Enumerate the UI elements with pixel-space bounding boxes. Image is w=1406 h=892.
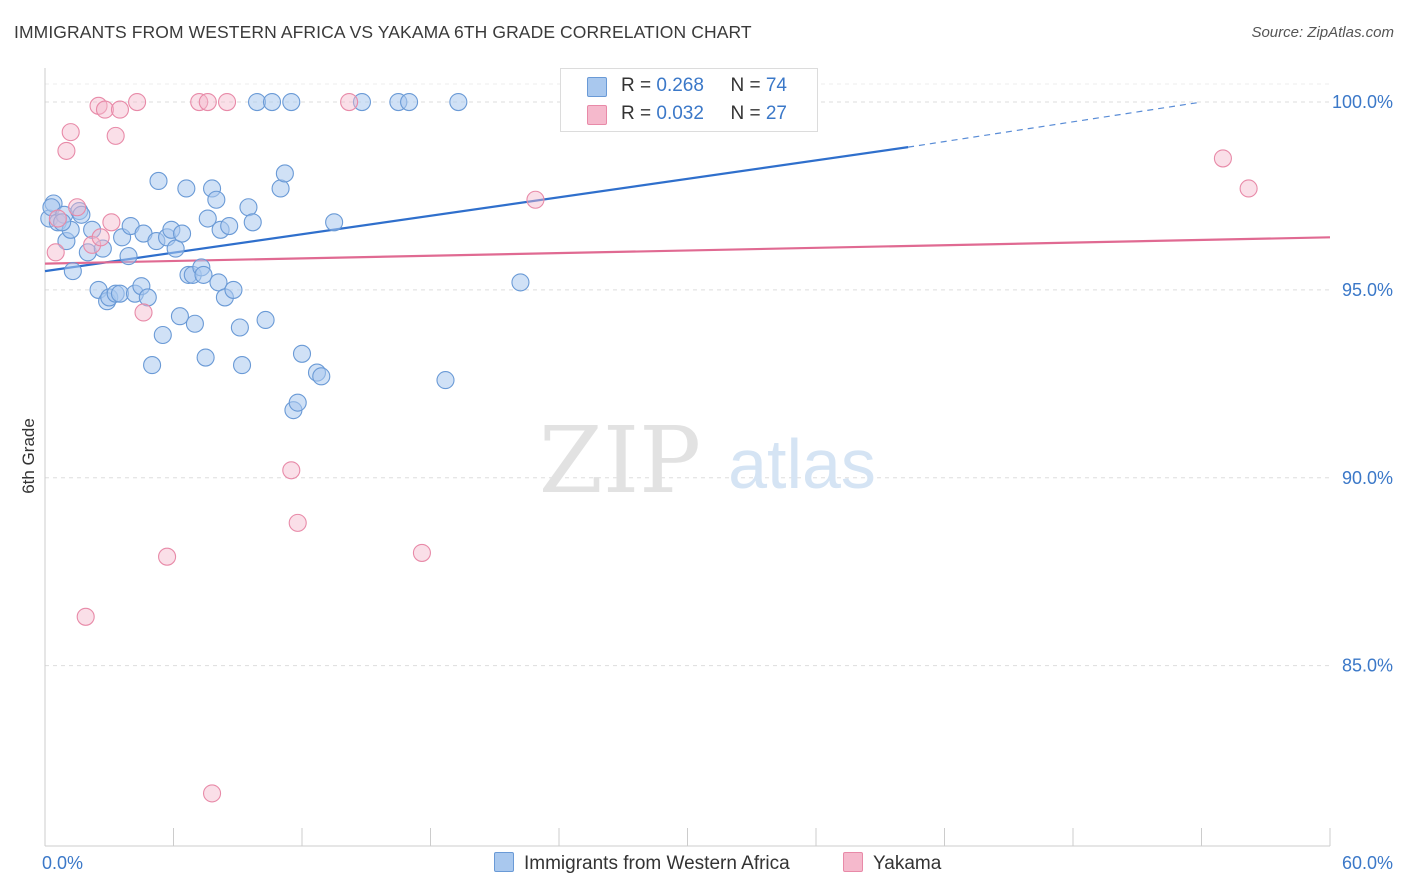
- point-western-africa: [232, 356, 252, 375]
- point-western-africa: [207, 190, 226, 209]
- point-yakama: [134, 303, 153, 322]
- legend-r-label: R =: [621, 75, 657, 96]
- series-name: Immigrants from Western Africa: [524, 853, 790, 874]
- point-yakama: [288, 513, 307, 532]
- legend-r-label: R =: [621, 103, 657, 124]
- legend-r-value: 0.032: [656, 103, 704, 124]
- trend-line-western-africa: [44, 146, 909, 273]
- point-yakama: [1239, 179, 1258, 198]
- legend-n-label: N =: [730, 103, 766, 124]
- point-western-africa: [196, 348, 215, 367]
- series-legend-yakama: Yakama: [843, 852, 941, 875]
- point-yakama: [217, 93, 237, 112]
- point-western-africa: [194, 265, 213, 284]
- x-tick-label-end: 60.0%: [1342, 853, 1393, 873]
- trend-line-extension: [908, 101, 1202, 148]
- point-western-africa: [262, 93, 282, 112]
- series-name: Yakama: [873, 853, 942, 874]
- point-western-africa: [352, 93, 372, 112]
- point-yakama: [340, 93, 359, 112]
- point-western-africa: [400, 93, 419, 112]
- data-points: [40, 93, 1258, 803]
- point-western-africa: [185, 314, 204, 333]
- point-western-africa: [138, 288, 157, 307]
- point-yakama: [102, 213, 121, 232]
- point-yakama: [203, 784, 222, 803]
- legend-n-value: 27: [765, 103, 787, 124]
- tick-labels: 85.0% 90.0% 95.0% 100.0% 0.0% 60.0%: [42, 92, 1393, 873]
- point-western-africa: [275, 164, 294, 183]
- trend-line-yakama: [44, 236, 1331, 265]
- point-western-africa: [143, 356, 162, 375]
- point-yakama: [1213, 149, 1232, 168]
- legend-n-label: N =: [730, 75, 766, 96]
- point-western-africa: [243, 213, 262, 232]
- point-western-africa: [436, 371, 455, 390]
- point-yakama: [158, 547, 177, 566]
- point-western-africa: [239, 198, 258, 217]
- point-western-africa: [119, 247, 138, 266]
- legend-swatch-blue: [587, 77, 607, 97]
- point-yakama: [95, 100, 115, 119]
- point-western-africa: [166, 239, 185, 258]
- y-tick-label: 100.0%: [1332, 92, 1393, 112]
- trend-lines: [44, 101, 1331, 273]
- point-western-africa: [209, 273, 228, 292]
- point-yakama: [57, 141, 76, 160]
- point-western-africa: [230, 318, 249, 337]
- legend-n-value: 74: [765, 75, 787, 96]
- point-yakama: [110, 100, 130, 119]
- series-legend-western-africa: Immigrants from Western Africa: [494, 852, 790, 875]
- point-yakama: [412, 543, 431, 562]
- stats-legend: R = 0.268 N = 74 R = 0.032 N = 27: [560, 68, 818, 132]
- point-western-africa: [325, 213, 344, 232]
- legend-swatch-pink: [587, 105, 607, 125]
- legend-swatch-blue: [494, 852, 514, 872]
- y-tick-label: 85.0%: [1342, 656, 1393, 676]
- point-western-africa: [288, 393, 307, 412]
- point-western-africa: [271, 179, 290, 198]
- point-western-africa: [153, 325, 172, 345]
- point-western-africa: [93, 239, 112, 258]
- source-credit: Source: ZipAtlas.com: [1251, 24, 1394, 41]
- legend-swatch-pink: [843, 852, 863, 872]
- point-yakama: [76, 607, 95, 626]
- point-western-africa: [511, 273, 530, 292]
- point-western-africa: [256, 310, 275, 330]
- axes: [44, 68, 1331, 847]
- y-tick-label: 95.0%: [1342, 280, 1393, 300]
- point-western-africa: [449, 93, 468, 112]
- legend-r-value: 0.268: [656, 75, 704, 96]
- x-tick-label-start: 0.0%: [42, 853, 83, 873]
- point-western-africa: [173, 224, 192, 243]
- point-western-africa: [224, 280, 243, 299]
- point-yakama: [68, 198, 87, 217]
- point-western-africa: [220, 216, 239, 236]
- y-tick-label: 90.0%: [1342, 468, 1393, 488]
- point-yakama: [526, 190, 545, 209]
- point-western-africa: [177, 179, 196, 198]
- point-western-africa: [292, 344, 312, 363]
- point-western-africa: [312, 367, 331, 386]
- point-western-africa: [170, 307, 189, 326]
- y-axis-label: 6th Grade: [19, 418, 38, 494]
- grid-lines: [45, 83, 1330, 667]
- point-western-africa: [198, 209, 217, 228]
- point-yakama: [61, 123, 80, 142]
- point-western-africa: [149, 171, 168, 191]
- watermark-atlas: atlas: [728, 425, 876, 503]
- point-yakama: [48, 209, 67, 228]
- watermark-zip: ZIP: [539, 407, 701, 514]
- point-yakama: [282, 461, 301, 480]
- point-western-africa: [282, 93, 301, 112]
- point-yakama: [91, 228, 110, 247]
- point-western-africa: [63, 262, 82, 281]
- point-yakama: [128, 93, 147, 112]
- point-yakama: [198, 93, 217, 112]
- point-yakama: [46, 243, 65, 262]
- point-yakama: [106, 126, 125, 145]
- watermark: ZIP atlas: [539, 407, 876, 514]
- chart-title: IMMIGRANTS FROM WESTERN AFRICA VS YAKAMA…: [14, 22, 752, 42]
